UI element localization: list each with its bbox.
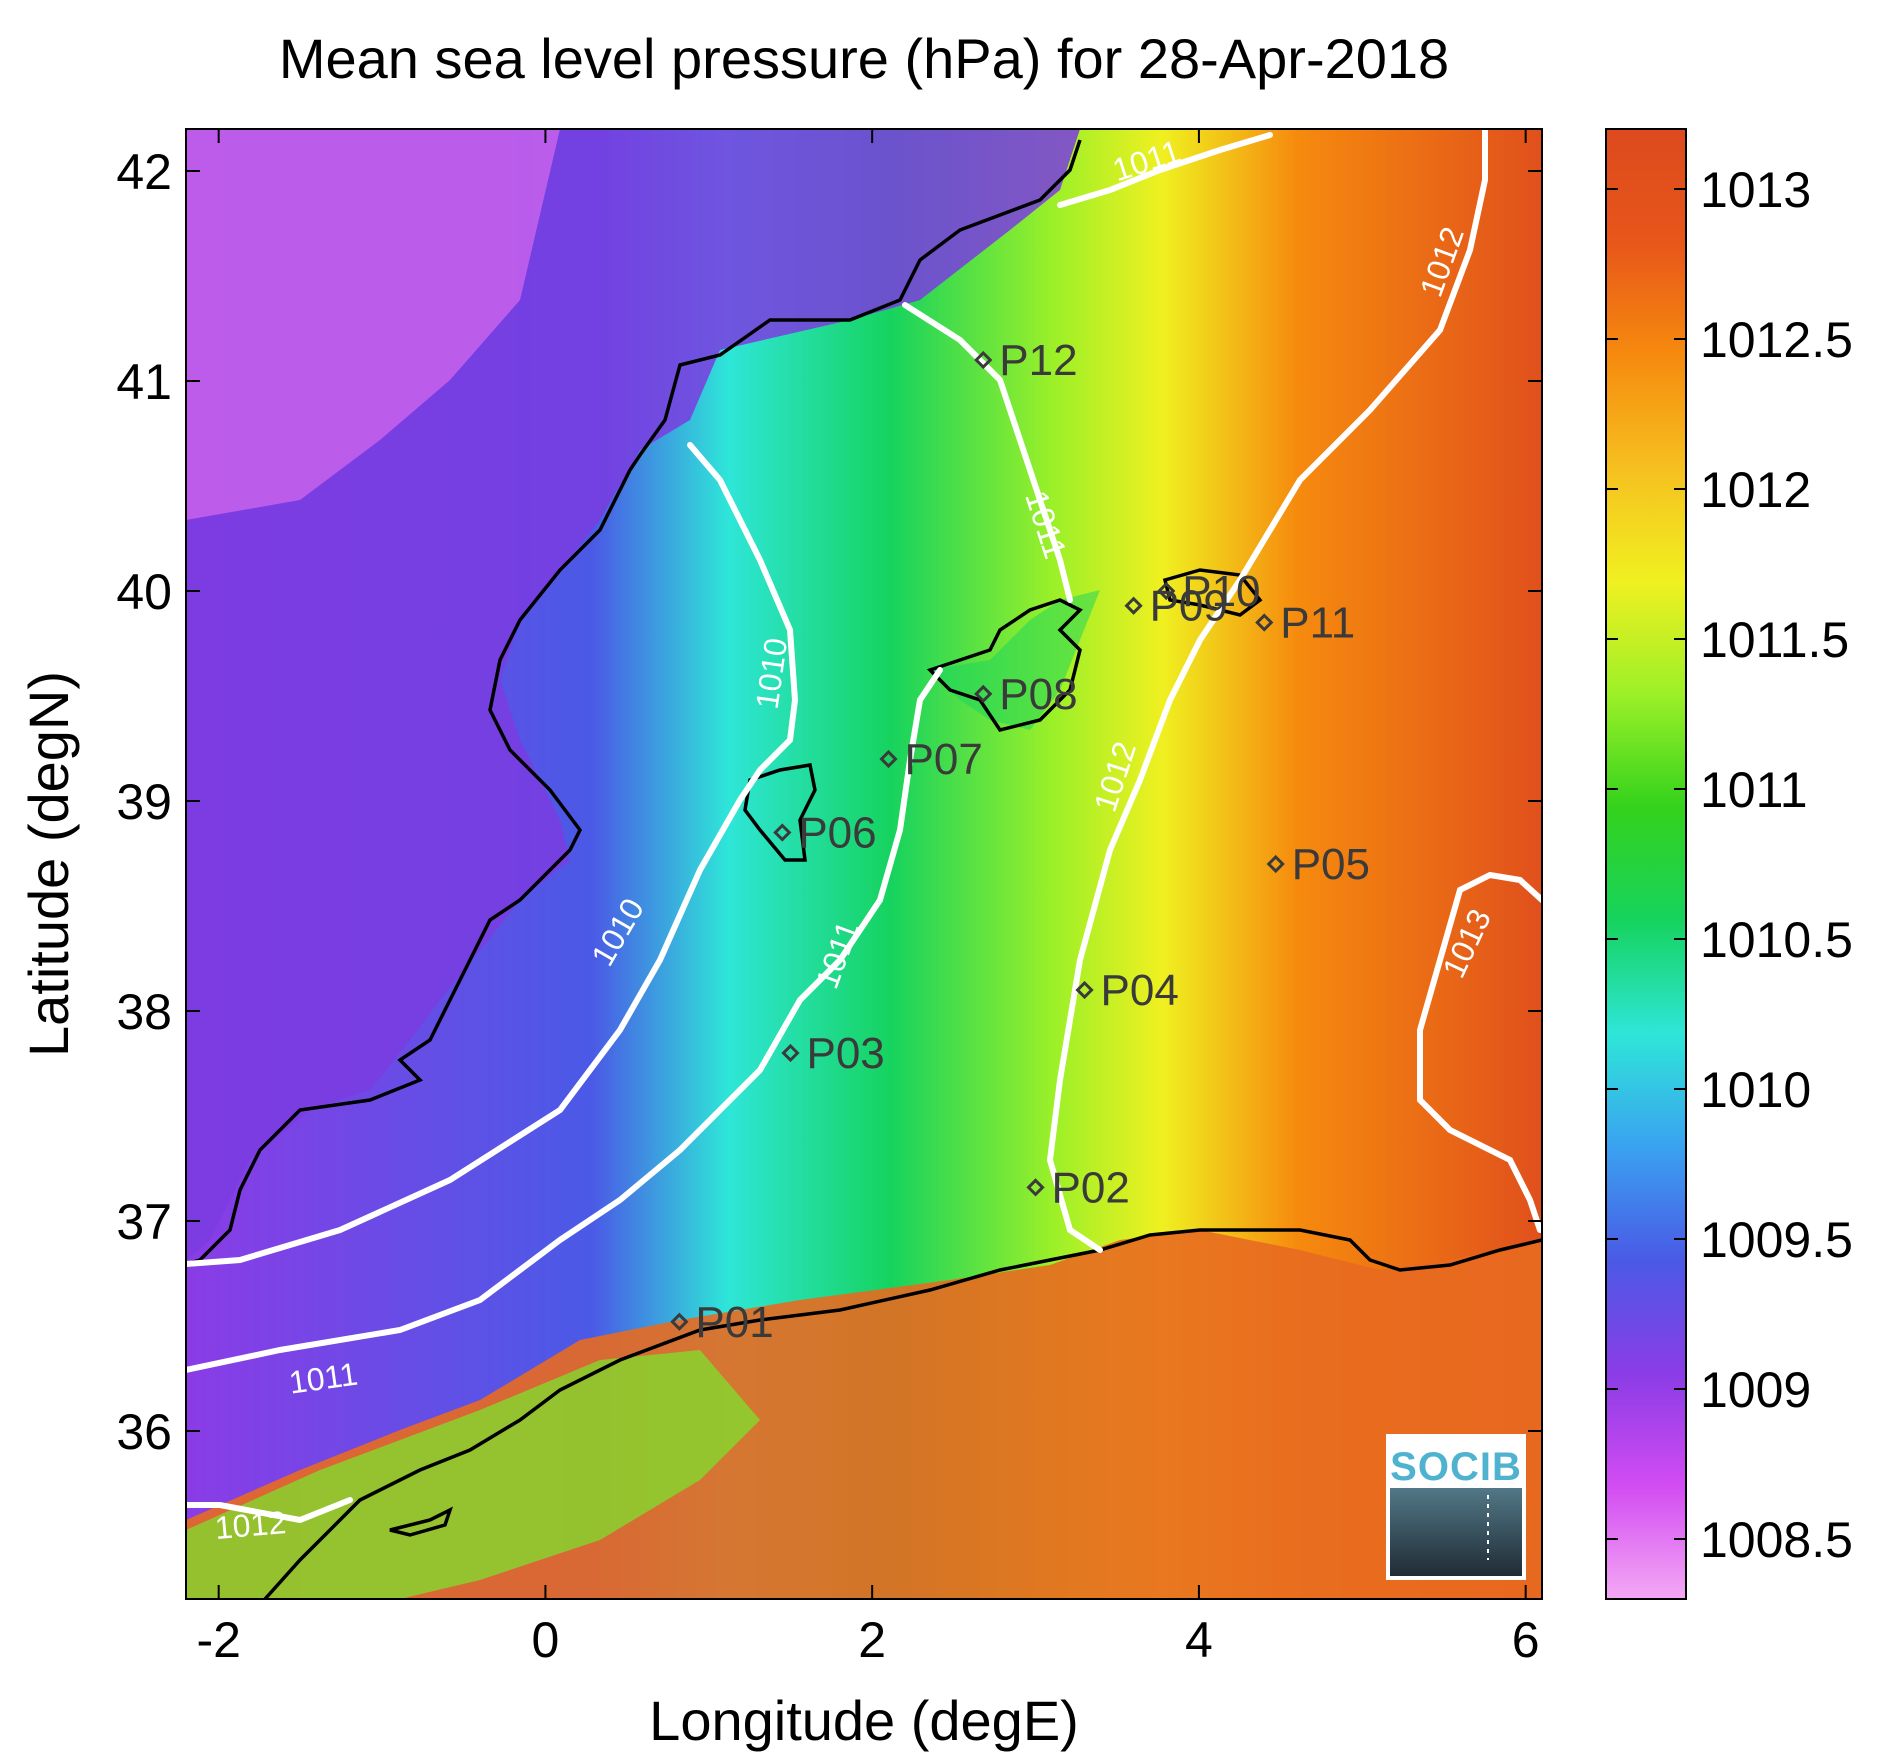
station-marker	[1157, 581, 1176, 601]
isobars	[186, 129, 1542, 1524]
land-africa-green	[186, 1350, 760, 1599]
x-tick-label: 0	[532, 1612, 560, 1668]
y-axis-label: Latitude (degN)	[17, 671, 80, 1057]
isobar-1011-main	[186, 667, 943, 1373]
coastline-africa	[263, 1228, 1542, 1599]
station-label: P10	[1182, 567, 1260, 616]
y-tick-label: 36	[116, 1404, 172, 1460]
colorbar-tick-label: 1013	[1700, 162, 1811, 218]
x-tick-label: -2	[196, 1612, 240, 1668]
colorbar-tick-label: 1011.5	[1700, 612, 1849, 668]
contour-label: 1012	[213, 1504, 287, 1546]
station-label: P02	[1052, 1163, 1130, 1212]
x-axis-label: Longitude (degE)	[649, 1689, 1079, 1752]
x-axis-ticks: -2 0 2 4 6	[196, 129, 1540, 1668]
coastline-alboran	[389, 1506, 453, 1537]
y-tick-label: 39	[116, 774, 172, 830]
station-marker	[781, 1043, 800, 1063]
coastline-majorca	[926, 598, 1083, 732]
station-marker	[1124, 596, 1143, 615]
land-spain-north	[186, 129, 560, 520]
colorbar-tick-label: 1008.5	[1700, 1512, 1853, 1568]
x-tick-label: 2	[858, 1612, 886, 1668]
y-tick-label: 37	[116, 1194, 172, 1250]
station-marker	[879, 749, 898, 769]
colorbar-ticks: 1008.5 1009 1009.5 1010 1010.5 1011 1011.5 1012…	[1606, 162, 1853, 1568]
station-marker	[1255, 613, 1274, 632]
station-label: P05	[1292, 840, 1370, 889]
y-tick-label: 42	[116, 144, 172, 200]
coastline-iberia	[186, 139, 1082, 1266]
station-marker	[974, 684, 993, 704]
station-marker	[1266, 854, 1285, 874]
station-marker	[670, 1312, 689, 1331]
colorbar-tick-label: 1012	[1700, 462, 1811, 518]
station-label: P08	[999, 670, 1077, 719]
x-tick-label: 4	[1185, 1612, 1213, 1668]
isobar-1011-north	[1057, 132, 1273, 208]
isobar-1012-east	[1046, 129, 1488, 1253]
station-marker	[1026, 1178, 1045, 1197]
chart-title: Mean sea level pressure (hPa) for 28-Apr…	[279, 27, 1449, 90]
station-label: P06	[798, 809, 876, 858]
coastline-minorca	[1162, 568, 1263, 617]
station-marker	[974, 350, 993, 370]
colorbar-tick-label: 1011	[1700, 762, 1808, 818]
station-label: P09	[1150, 582, 1228, 631]
station-marker	[773, 823, 792, 842]
y-axis-ticks: 36 37 38 39 40 41 42	[116, 144, 1542, 1460]
socib-logo-text: SOCIB	[1390, 1445, 1522, 1489]
isobar-1010-west	[186, 442, 799, 1267]
station-label: P07	[905, 735, 983, 784]
colorbar-tick-label: 1012.5	[1700, 312, 1853, 368]
socib-logo: SOCIB	[1386, 1434, 1526, 1580]
coastline-ibiza	[743, 762, 817, 862]
isobar-1011-mid	[902, 302, 1073, 603]
y-tick-label: 41	[116, 354, 172, 410]
colorbar-tick-label: 1009	[1700, 1362, 1811, 1418]
colorbar-tick-label: 1010.5	[1700, 912, 1853, 968]
station-label: P03	[806, 1029, 884, 1078]
station-label: P12	[999, 336, 1077, 385]
station-label: P04	[1101, 966, 1179, 1015]
isobar-1012-south	[186, 1497, 353, 1524]
plot-frame	[185, 128, 1543, 1600]
station-marker	[1075, 980, 1094, 1000]
station-label: P11	[1280, 599, 1355, 648]
colorbar-tick-label: 1010	[1700, 1062, 1811, 1118]
y-tick-label: 38	[116, 984, 172, 1040]
station-label: P01	[695, 1298, 773, 1347]
land-majorca	[930, 590, 1100, 730]
colorbar-tick-label: 1009.5	[1700, 1212, 1853, 1268]
colorbar	[1605, 128, 1687, 1600]
isobar-1013	[1417, 871, 1542, 1233]
coastlines	[186, 139, 1542, 1599]
y-tick-label: 40	[116, 564, 172, 620]
x-tick-label: 6	[1512, 1612, 1540, 1668]
